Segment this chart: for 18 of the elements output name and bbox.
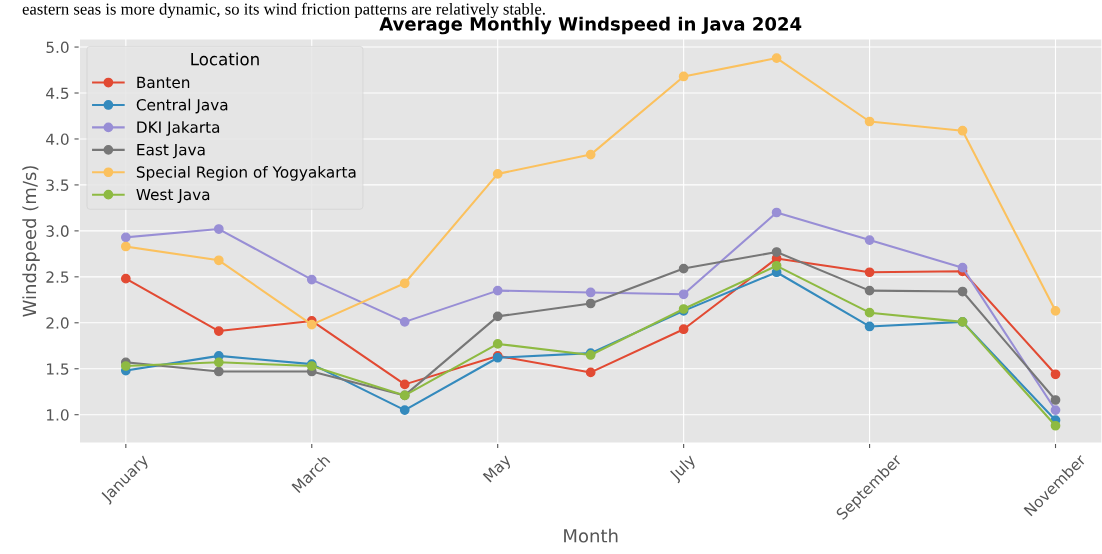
legend-label: Special Region of Yogyakarta — [136, 166, 356, 181]
legend-label: West Java — [136, 188, 210, 204]
y-tick-label: 4.0 — [46, 133, 69, 145]
legend-label: East Java — [137, 144, 205, 159]
legend-label: Central Java — [136, 98, 228, 114]
y-tick-label: 2.5 — [46, 271, 69, 283]
y-tick-label: 2.0 — [46, 317, 69, 329]
legend-title: Location — [191, 52, 259, 66]
y-tick-label: 4.5 — [46, 87, 69, 100]
legend-label: DKI Jakarta — [137, 121, 220, 136]
y-axis-title: Windspeed (m/s) — [22, 166, 40, 317]
y-tick-label: 3.0 — [46, 225, 69, 237]
legend-label: Banten — [137, 76, 190, 89]
y-tick-label: 5.0 — [46, 41, 69, 54]
y-tick-label: 1.0 — [47, 409, 69, 421]
y-tick-label: 1.5 — [47, 363, 69, 375]
x-axis-title: Month — [564, 528, 618, 543]
y-tick-label: 3.5 — [46, 179, 69, 191]
